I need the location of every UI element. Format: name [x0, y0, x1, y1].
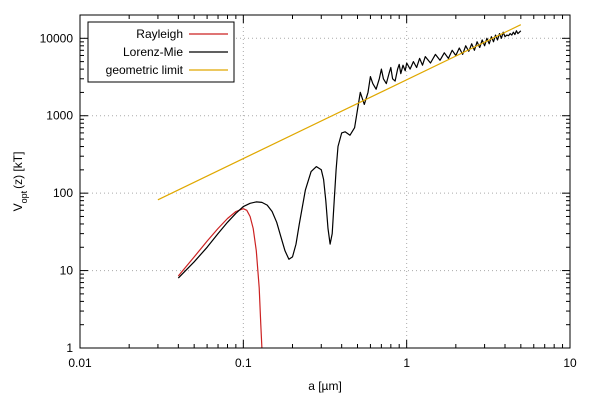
- y-tick-labels: 1 10 100 1000 10000: [40, 31, 74, 355]
- y-tick-label: 10000: [40, 31, 74, 45]
- y-tick-label: 10: [60, 264, 74, 278]
- series-line-2: [157, 24, 522, 201]
- x-tick-label: 1: [403, 356, 410, 370]
- y-axis-label: Vopt(z) [kT]: [11, 152, 29, 212]
- x-tick-label: 0.01: [68, 356, 92, 370]
- legend: Rayleigh Lorenz-Mie geometric limit: [87, 21, 235, 83]
- series-lines: [157, 24, 522, 349]
- y-axis-label-main: V: [11, 203, 25, 211]
- x-tick-label: 0.1: [235, 356, 252, 370]
- y-tick-label: 1: [66, 341, 73, 355]
- x-axis-label: a [µm]: [308, 379, 342, 393]
- legend-label-2: geometric limit: [106, 63, 184, 77]
- y-tick-label: 1000: [46, 109, 73, 123]
- legend-label-1: Lorenz-Mie: [123, 45, 183, 59]
- axis-ticks: [79, 14, 571, 349]
- series-line-1: [177, 30, 522, 279]
- legend-label-0: Rayleigh: [136, 27, 183, 41]
- x-tick-label: 10: [563, 356, 577, 370]
- legend-box: [87, 21, 235, 83]
- y-axis-label-rest: (z) [kT]: [11, 152, 25, 189]
- plot-frame: [79, 14, 571, 349]
- series-line-0: [177, 208, 263, 349]
- y-axis-label-sub: opt: [19, 190, 29, 203]
- x-tick-labels: 0.01 0.1 1 10: [68, 356, 577, 370]
- y-tick-label: 100: [53, 186, 73, 200]
